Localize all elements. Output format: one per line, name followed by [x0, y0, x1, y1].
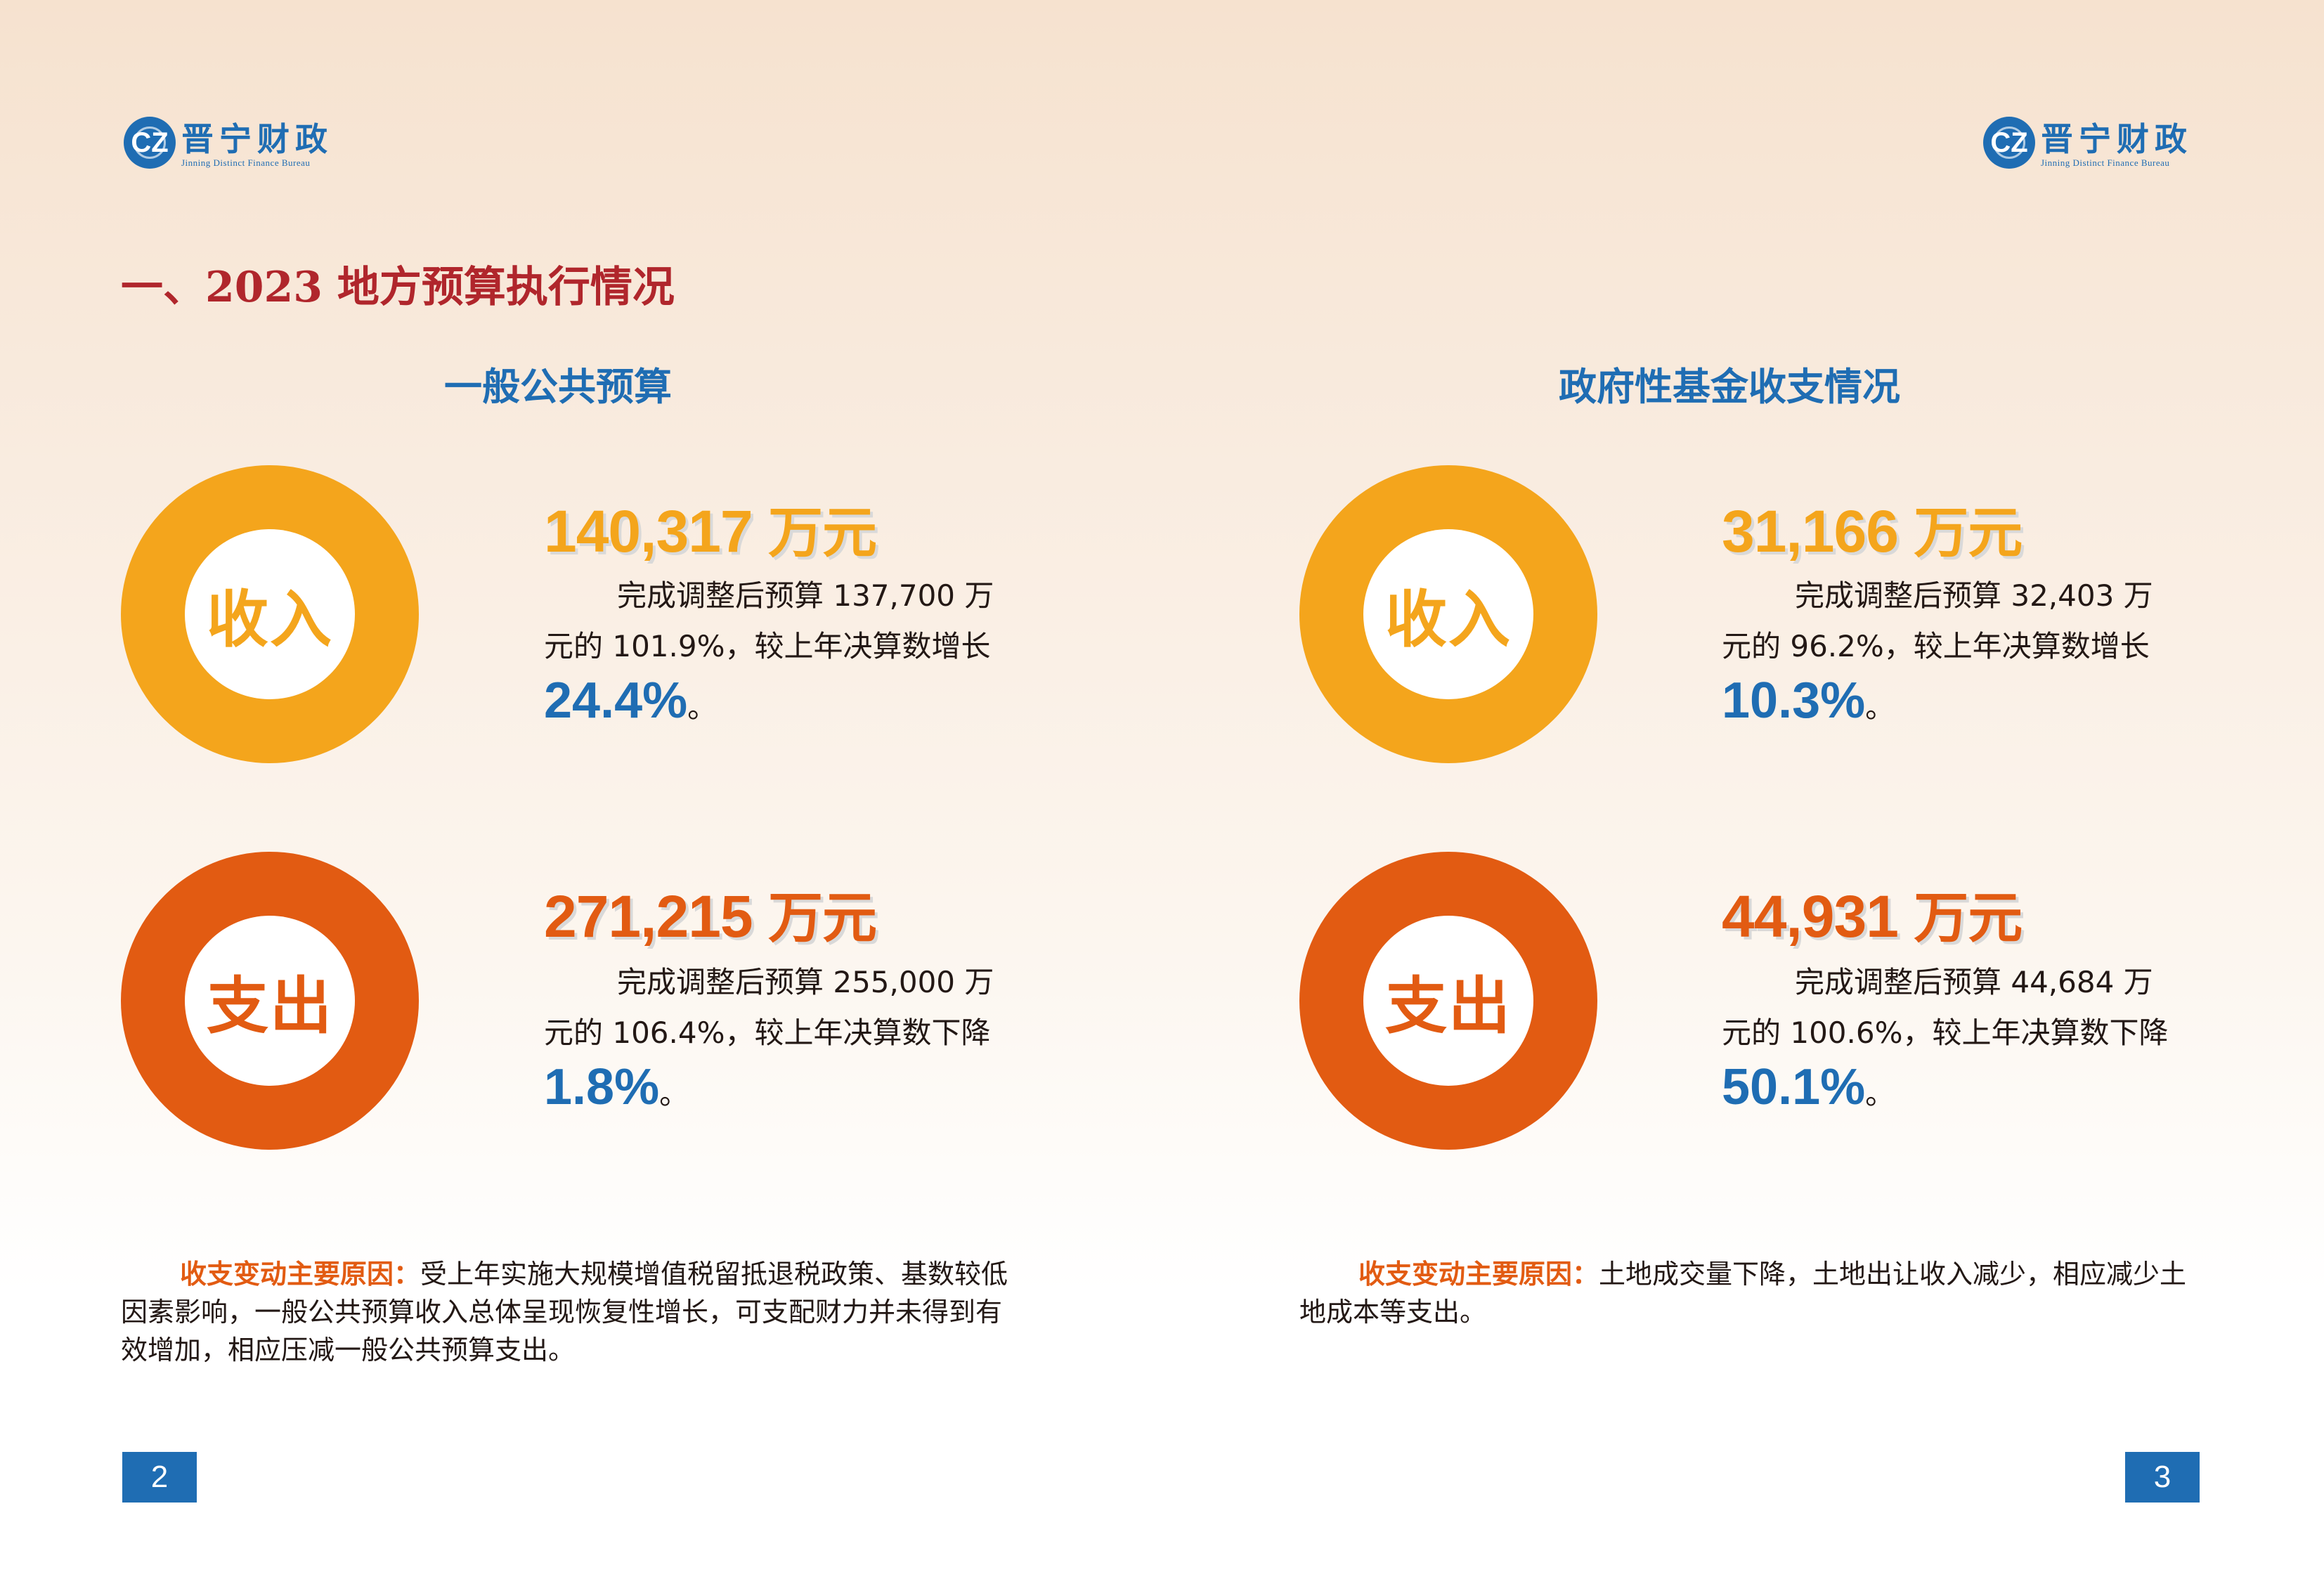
sentence-end: 。	[687, 690, 718, 725]
left-expense-description: 完成调整后预算 255,000 万 元的 106.4%，较上年决算数下降	[544, 957, 1023, 1058]
change-percent: 1.8%	[544, 1059, 660, 1115]
ring-hole: 收入	[185, 529, 355, 699]
desc-line-2: 元的 106.4%，较上年决算数下降	[544, 1015, 991, 1050]
right-subtitle: 政府性基金收支情况	[1559, 364, 1900, 409]
amount-unit: 万元	[1914, 887, 2023, 950]
sentence-end: 。	[1865, 690, 1895, 725]
logo-name-en: Jinning Distinct Finance Bureau	[2041, 157, 2170, 168]
left-income-amount: 140,317 万元	[544, 489, 877, 568]
expense-ring-label: 支出	[206, 969, 333, 1042]
section-title: 一、2023 地方预算执行情况	[121, 263, 675, 312]
amount-value: 31,166	[1722, 498, 1899, 564]
desc-line-1: 完成调整后预算 44,684 万	[1795, 965, 2153, 999]
logo-mark-icon: CZ	[1983, 117, 2035, 169]
amount-unit: 万元	[1914, 502, 2023, 565]
left-income-description: 完成调整后预算 137,700 万 元的 101.9%，较上年决算数增长	[544, 571, 1023, 672]
left-subtitle: 一般公共预算	[444, 364, 672, 409]
left-expense-amount: 271,215 万元	[544, 874, 877, 953]
desc-line-1: 完成调整后预算 32,403 万	[1795, 578, 2153, 613]
amount-value: 44,931	[1722, 883, 1899, 949]
right-income-description: 完成调整后预算 32,403 万 元的 96.2%，较上年决算数增长	[1722, 571, 2201, 672]
logo-name-en: Jinning Distinct Finance Bureau	[181, 157, 311, 168]
amount-value: 140,317	[544, 498, 753, 564]
page-number-left: 2	[122, 1452, 197, 1503]
left-income-ring: 收入	[121, 465, 419, 763]
right-income-amount: 31,166 万元	[1722, 489, 2023, 568]
right-change-reason: 收支变动主要原因：土地成交量下降，土地出让收入减少，相应减少土地成本等支出。	[1299, 1255, 2206, 1331]
expense-ring-label: 支出	[1384, 969, 1512, 1042]
amount-value: 271,215	[544, 883, 753, 949]
right-income-ring: 收入	[1299, 465, 1597, 763]
ring-hole: 收入	[1363, 529, 1533, 699]
reason-text: 土地成交量下降，土地出让收入减少，相应减少土地成本等支出。	[1299, 1259, 2187, 1328]
income-ring-label: 收入	[1384, 583, 1512, 656]
reason-text: 受上年实施大规模增值税留抵退税政策、基数较低因素影响，一般公共预算收入总体呈现恢…	[121, 1259, 1008, 1365]
ring-hole: 支出	[1363, 916, 1533, 1086]
right-expense-description: 完成调整后预算 44,684 万 元的 100.6%，较上年决算数下降	[1722, 957, 2201, 1058]
ring-hole: 支出	[185, 916, 355, 1086]
growth-percent: 24.4%	[544, 673, 688, 729]
change-percent: 50.1%	[1722, 1059, 1866, 1115]
logo-name-cn: 晋宁财政	[181, 120, 333, 158]
right-expense-ring: 支出	[1299, 852, 1597, 1150]
desc-line-2: 元的 96.2%，较上年决算数增长	[1722, 629, 2150, 663]
right-expense-amount: 44,931 万元	[1722, 874, 2023, 953]
left-income-growth: 24.4%。	[544, 672, 717, 729]
growth-percent: 10.3%	[1722, 673, 1866, 729]
right-expense-change: 50.1%。	[1722, 1058, 1895, 1116]
reason-lead: 收支变动主要原因：	[180, 1259, 421, 1290]
desc-line-2: 元的 100.6%，较上年决算数下降	[1722, 1015, 2169, 1050]
income-ring-label: 收入	[206, 583, 333, 656]
sentence-end: 。	[659, 1077, 689, 1111]
desc-line-2: 元的 101.9%，较上年决算数增长	[544, 629, 991, 663]
amount-unit: 万元	[767, 502, 877, 565]
left-expense-ring: 支出	[121, 852, 419, 1150]
page-number-right: 3	[2125, 1452, 2200, 1503]
left-change-reason: 收支变动主要原因：受上年实施大规模增值税留抵退税政策、基数较低因素影响，一般公共…	[121, 1255, 1027, 1369]
sentence-end: 。	[1865, 1077, 1895, 1111]
logo-name-cn: 晋宁财政	[2041, 120, 2193, 158]
left-expense-change: 1.8%。	[544, 1058, 689, 1116]
reason-lead: 收支变动主要原因：	[1358, 1259, 1599, 1290]
amount-unit: 万元	[767, 887, 877, 950]
logo-mark-icon: CZ	[124, 117, 176, 169]
desc-line-1: 完成调整后预算 255,000 万	[617, 965, 994, 999]
right-income-growth: 10.3%。	[1722, 672, 1895, 729]
desc-line-1: 完成调整后预算 137,700 万	[617, 578, 994, 613]
